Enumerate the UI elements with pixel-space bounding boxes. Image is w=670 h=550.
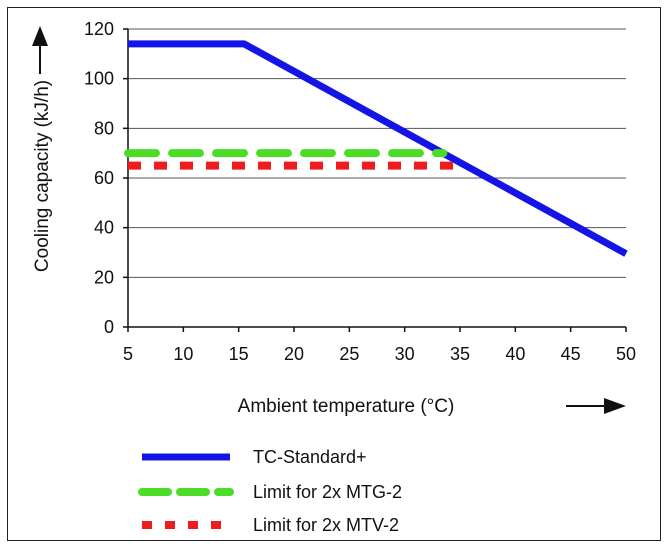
x-tick-label: 40 (505, 344, 525, 364)
legend-label: Limit for 2x MTV-2 (253, 515, 399, 535)
x-tick-label: 25 (339, 344, 359, 364)
y-tick-label: 0 (104, 317, 114, 337)
x-tick-label: 20 (284, 344, 304, 364)
y-tick-label: 80 (94, 118, 114, 138)
x-tick-label: 50 (616, 344, 636, 364)
y-tick-label: 40 (94, 218, 114, 238)
y-axis-title: Cooling capacity (kJ/h) (32, 80, 53, 272)
y-tick-label: 100 (84, 69, 114, 89)
x-tick-label: 15 (229, 344, 249, 364)
grid-lines (128, 28, 626, 278)
x-tick-label: 5 (123, 344, 133, 364)
series-line (128, 40, 628, 257)
axes (123, 28, 627, 332)
x-tick-label: 35 (450, 344, 470, 364)
legend-label: Limit for 2x MTG-2 (253, 482, 402, 502)
legend: TC-Standard+ Limit for 2x MTG-2 Limit for … (138, 447, 402, 535)
x-tick-label: 10 (173, 344, 193, 364)
legend-label: TC-Standard+ (253, 447, 367, 467)
y-tick-label: 20 (94, 267, 114, 287)
x-axis-arrow-icon (566, 398, 626, 414)
x-axis-title: Ambient temperature (°C) (238, 396, 455, 417)
x-tick-label: 30 (395, 344, 415, 364)
y-tick-label: 120 (84, 19, 114, 39)
tick-labels: 0 20 40 60 80 100 120 5 10 15 20 25 30 35 40 45 50 (84, 19, 636, 364)
y-axis-arrow-icon (32, 26, 48, 74)
series-lines (124, 40, 628, 257)
x-tick-label: 45 (561, 344, 581, 364)
y-tick-label: 60 (94, 168, 114, 188)
